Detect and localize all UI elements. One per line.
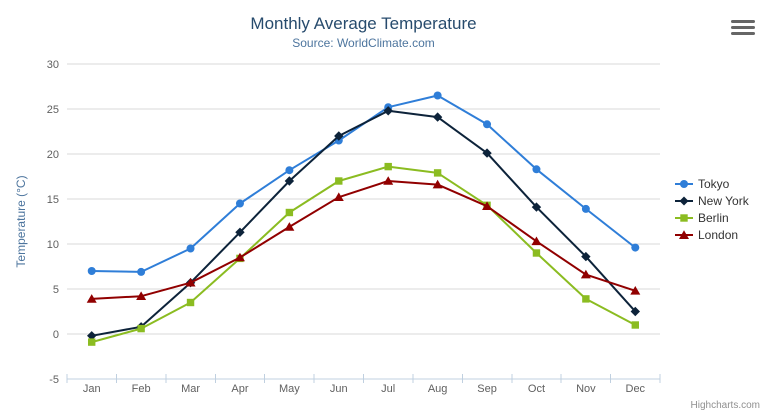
- y-axis-label: 10: [47, 239, 59, 251]
- y-axis-label: 0: [53, 329, 59, 341]
- legend: Tokyo New York Berlin London: [675, 175, 749, 243]
- data-point-marker[interactable]: [86, 294, 97, 303]
- x-axis-label: Sep: [477, 383, 497, 395]
- circle-legend-marker-icon: [675, 179, 693, 188]
- data-point-marker[interactable]: [532, 249, 541, 257]
- y-axis-label: 30: [47, 59, 59, 71]
- data-point-marker[interactable]: [384, 162, 392, 171]
- data-point-marker[interactable]: [136, 291, 147, 300]
- legend-item-berlin[interactable]: Berlin: [675, 209, 749, 226]
- hamburger-menu-icon: [731, 25, 755, 30]
- data-point-marker[interactable]: [582, 295, 590, 303]
- data-point-marker[interactable]: [631, 243, 640, 252]
- credits-link[interactable]: Highcharts.com: [690, 400, 760, 411]
- data-point-marker[interactable]: [630, 286, 641, 295]
- x-axis-label: Mar: [181, 383, 200, 395]
- data-point-marker[interactable]: [433, 169, 442, 177]
- y-axis-label: -5: [49, 374, 59, 386]
- data-point-marker[interactable]: [185, 277, 196, 287]
- data-point-marker[interactable]: [581, 204, 590, 213]
- x-axis-label: Aug: [428, 383, 448, 395]
- y-axis-label: 20: [47, 149, 59, 161]
- data-point-marker[interactable]: [235, 227, 245, 237]
- data-point-marker[interactable]: [631, 321, 639, 329]
- data-point-marker[interactable]: [284, 176, 295, 186]
- y-axis-title: Temperature (°C): [14, 175, 28, 267]
- legend-item-new-york[interactable]: New York: [675, 192, 749, 209]
- data-point-marker[interactable]: [580, 269, 591, 279]
- x-axis-label: Apr: [231, 383, 248, 395]
- data-point-marker[interactable]: [531, 236, 542, 246]
- data-point-marker[interactable]: [87, 267, 96, 275]
- data-point-marker[interactable]: [334, 131, 344, 141]
- data-point-marker[interactable]: [581, 251, 591, 262]
- series-line-tokyo: [90, 94, 637, 273]
- data-point-marker[interactable]: [284, 222, 295, 231]
- legend-label: New York: [698, 193, 749, 208]
- hamburger-menu-icon: [731, 31, 755, 36]
- legend-item-tokyo[interactable]: Tokyo: [675, 175, 749, 192]
- hamburger-menu-icon: [731, 20, 755, 24]
- x-axis-label: Oct: [528, 383, 545, 395]
- data-point-marker[interactable]: [335, 177, 343, 185]
- data-point-marker[interactable]: [630, 306, 640, 317]
- data-point-marker[interactable]: [88, 338, 96, 346]
- chart-title: Monthly Average Temperature: [250, 14, 477, 33]
- series-line-london: [90, 180, 637, 300]
- triangle-legend-marker-icon: [675, 229, 693, 239]
- data-point-marker[interactable]: [137, 267, 146, 276]
- legend-label: Berlin: [698, 210, 729, 225]
- y-axis-label: 15: [47, 194, 59, 206]
- x-axis-label: Jan: [83, 383, 101, 395]
- x-axis-label: Feb: [132, 383, 151, 395]
- data-point-marker[interactable]: [333, 192, 344, 201]
- y-axis-label: 5: [53, 284, 59, 296]
- data-point-marker[interactable]: [137, 324, 145, 333]
- legend-label: Tokyo: [698, 176, 730, 191]
- x-axis-label: Jun: [330, 383, 348, 395]
- x-axis-label: May: [279, 383, 300, 395]
- data-point-marker[interactable]: [285, 166, 294, 175]
- data-point-marker[interactable]: [186, 298, 195, 307]
- data-point-marker[interactable]: [482, 201, 493, 210]
- diamond-legend-marker-icon: [675, 196, 693, 205]
- x-axis-label: Dec: [626, 383, 646, 395]
- data-point-marker[interactable]: [433, 91, 442, 100]
- series-line-berlin: [90, 165, 637, 344]
- data-point-marker[interactable]: [285, 208, 294, 217]
- legend-label: London: [698, 227, 739, 242]
- square-legend-marker-icon: [675, 213, 693, 222]
- legend-item-london[interactable]: London: [675, 226, 749, 243]
- x-axis-label: Nov: [576, 383, 596, 395]
- data-point-marker[interactable]: [483, 120, 492, 129]
- y-axis-label: 25: [47, 104, 59, 116]
- data-point-marker[interactable]: [383, 176, 394, 185]
- data-point-marker[interactable]: [87, 331, 97, 341]
- data-point-marker[interactable]: [531, 202, 542, 212]
- data-point-marker[interactable]: [234, 252, 245, 262]
- chart-subtitle: Source: WorldClimate.com: [292, 36, 435, 50]
- data-point-marker[interactable]: [482, 148, 492, 158]
- data-point-marker[interactable]: [383, 106, 393, 116]
- series-line-new-york: [90, 109, 637, 337]
- data-point-marker[interactable]: [235, 199, 244, 208]
- data-point-marker[interactable]: [186, 244, 195, 253]
- export-menu-button[interactable]: [731, 20, 755, 36]
- data-point-marker[interactable]: [432, 112, 443, 122]
- data-point-marker[interactable]: [532, 165, 541, 174]
- data-point-marker[interactable]: [432, 179, 443, 189]
- x-axis-label: Jul: [381, 383, 395, 395]
